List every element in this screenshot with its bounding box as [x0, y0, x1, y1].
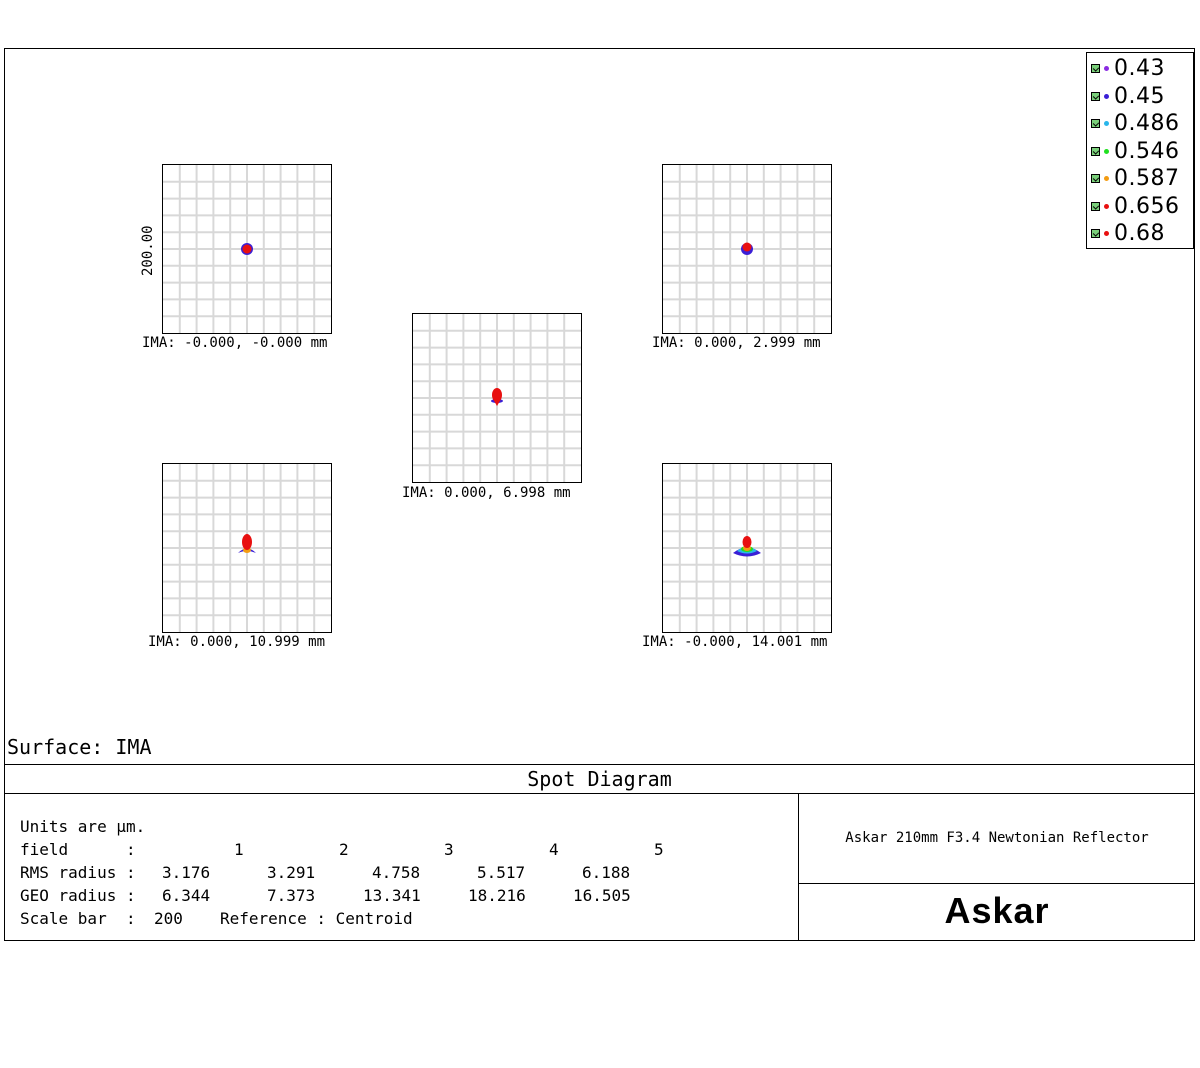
divider	[798, 794, 799, 941]
field-value: 5	[654, 840, 664, 859]
checkbox-icon[interactable]	[1091, 119, 1100, 128]
legend-dot-icon	[1104, 121, 1109, 126]
spot-plot-field-4	[162, 463, 332, 633]
divider	[798, 883, 1195, 884]
rms-value: 5.517	[477, 863, 526, 882]
legend-label: 0.45	[1114, 83, 1165, 109]
spot-plot-svg	[663, 464, 831, 632]
spot-plot-svg	[163, 165, 331, 333]
rms-value: 3.291	[267, 863, 316, 882]
spot-plot-svg	[413, 314, 581, 482]
spot-plot-field-2	[662, 164, 832, 334]
surface-label: Surface: IMA	[7, 735, 152, 759]
field-value: 2	[339, 840, 349, 859]
legend-label: 0.43	[1114, 56, 1165, 81]
spot-plot-svg	[663, 165, 831, 333]
rms-row: RMS radius : 3.176 3.291 4.758 5.517 6.1…	[20, 861, 630, 884]
spot-0.656	[492, 388, 502, 402]
field-value: 4	[549, 840, 559, 859]
plot-frame	[4, 48, 1195, 941]
legend-dot-icon	[1104, 93, 1109, 99]
info-panel: Units are µm. field : 1 2 3 4 5 RMS radi…	[20, 815, 664, 930]
spot-plot-svg	[163, 464, 331, 632]
spot-0.656	[242, 244, 252, 254]
legend-item[interactable]: 0.43	[1091, 55, 1165, 82]
legend-label: 0.587	[1114, 166, 1180, 191]
legend-dot-icon	[1104, 203, 1109, 209]
field-label-5: IMA: -0.000, 14.001 mm	[642, 634, 828, 650]
reference-text: Reference : Centroid	[220, 909, 413, 928]
field-label-2: IMA: 0.000, 2.999 mm	[652, 335, 821, 351]
checkbox-icon[interactable]	[1091, 146, 1100, 156]
rms-row-label: RMS radius :	[20, 863, 136, 882]
geo-value: 13.341	[363, 886, 421, 905]
field-label-1: IMA: -0.000, -0.000 mm	[142, 335, 328, 351]
brand-logo: Askar	[944, 890, 1050, 931]
rms-value: 3.176	[162, 863, 211, 882]
legend-item[interactable]: 0.68	[1091, 220, 1165, 247]
scale-bar-label: 200.00	[140, 225, 156, 276]
field-row: field : 1 2 3 4 5	[20, 838, 664, 861]
legend-dot-icon	[1104, 231, 1109, 236]
field-value: 3	[444, 840, 454, 859]
chart-title: Spot Diagram	[4, 764, 1195, 794]
scale-row-label: Scale bar :	[20, 909, 136, 928]
wavelength-legend: 0.43 0.45 0.486 0.546 0.587 0.656 0.68	[1086, 52, 1194, 249]
spot-plot-field-1	[162, 164, 332, 334]
legend-dot-icon	[1104, 148, 1109, 154]
field-label-4: IMA: 0.000, 10.999 mm	[148, 634, 326, 650]
checkbox-icon[interactable]	[1091, 229, 1100, 238]
geo-row: GEO radius : 6.344 7.373 13.341 18.216 1…	[20, 884, 631, 907]
spot-plot-field-3	[412, 313, 582, 483]
legend-label: 0.546	[1114, 138, 1180, 164]
checkbox-icon[interactable]	[1091, 64, 1100, 73]
checkbox-icon[interactable]	[1091, 174, 1100, 183]
spot-0.656	[242, 534, 252, 550]
legend-dot-icon	[1104, 176, 1109, 181]
spot-0.68	[493, 399, 501, 406]
legend-item[interactable]: 0.656	[1091, 193, 1179, 220]
scale-value: 200	[154, 909, 183, 928]
system-title: Askar 210mm F3.4 Newtonian Reflector	[845, 830, 1149, 846]
field-value: 1	[234, 840, 244, 859]
legend-item[interactable]: 0.45	[1091, 83, 1165, 110]
units-row: Units are µm.	[20, 815, 145, 838]
legend-label: 0.656	[1114, 193, 1180, 219]
legend-item[interactable]: 0.486	[1091, 110, 1179, 137]
checkbox-icon[interactable]	[1091, 201, 1100, 211]
checkbox-icon[interactable]	[1091, 91, 1100, 101]
spot-0.656	[742, 536, 752, 548]
geo-value: 7.373	[267, 886, 316, 905]
legend-dot-icon	[1104, 66, 1109, 71]
legend-label: 0.486	[1114, 111, 1180, 136]
field-label-3: IMA: 0.000, 6.998 mm	[402, 485, 571, 501]
scale-row: Scale bar : 200 Reference : Centroid	[20, 907, 413, 930]
geo-row-label: GEO radius :	[20, 886, 136, 905]
spot-0.656	[742, 242, 752, 252]
legend-label: 0.68	[1114, 221, 1165, 246]
spot-plot-field-5	[662, 463, 832, 633]
geo-value: 6.344	[162, 886, 211, 905]
rms-value: 4.758	[372, 863, 421, 882]
legend-item[interactable]: 0.546	[1091, 138, 1179, 165]
units-text: Units are µm.	[20, 817, 146, 836]
geo-value: 18.216	[468, 886, 526, 905]
legend-item[interactable]: 0.587	[1091, 165, 1179, 192]
field-row-label: field :	[20, 840, 136, 859]
geo-value: 16.505	[573, 886, 631, 905]
rms-value: 6.188	[582, 863, 631, 882]
